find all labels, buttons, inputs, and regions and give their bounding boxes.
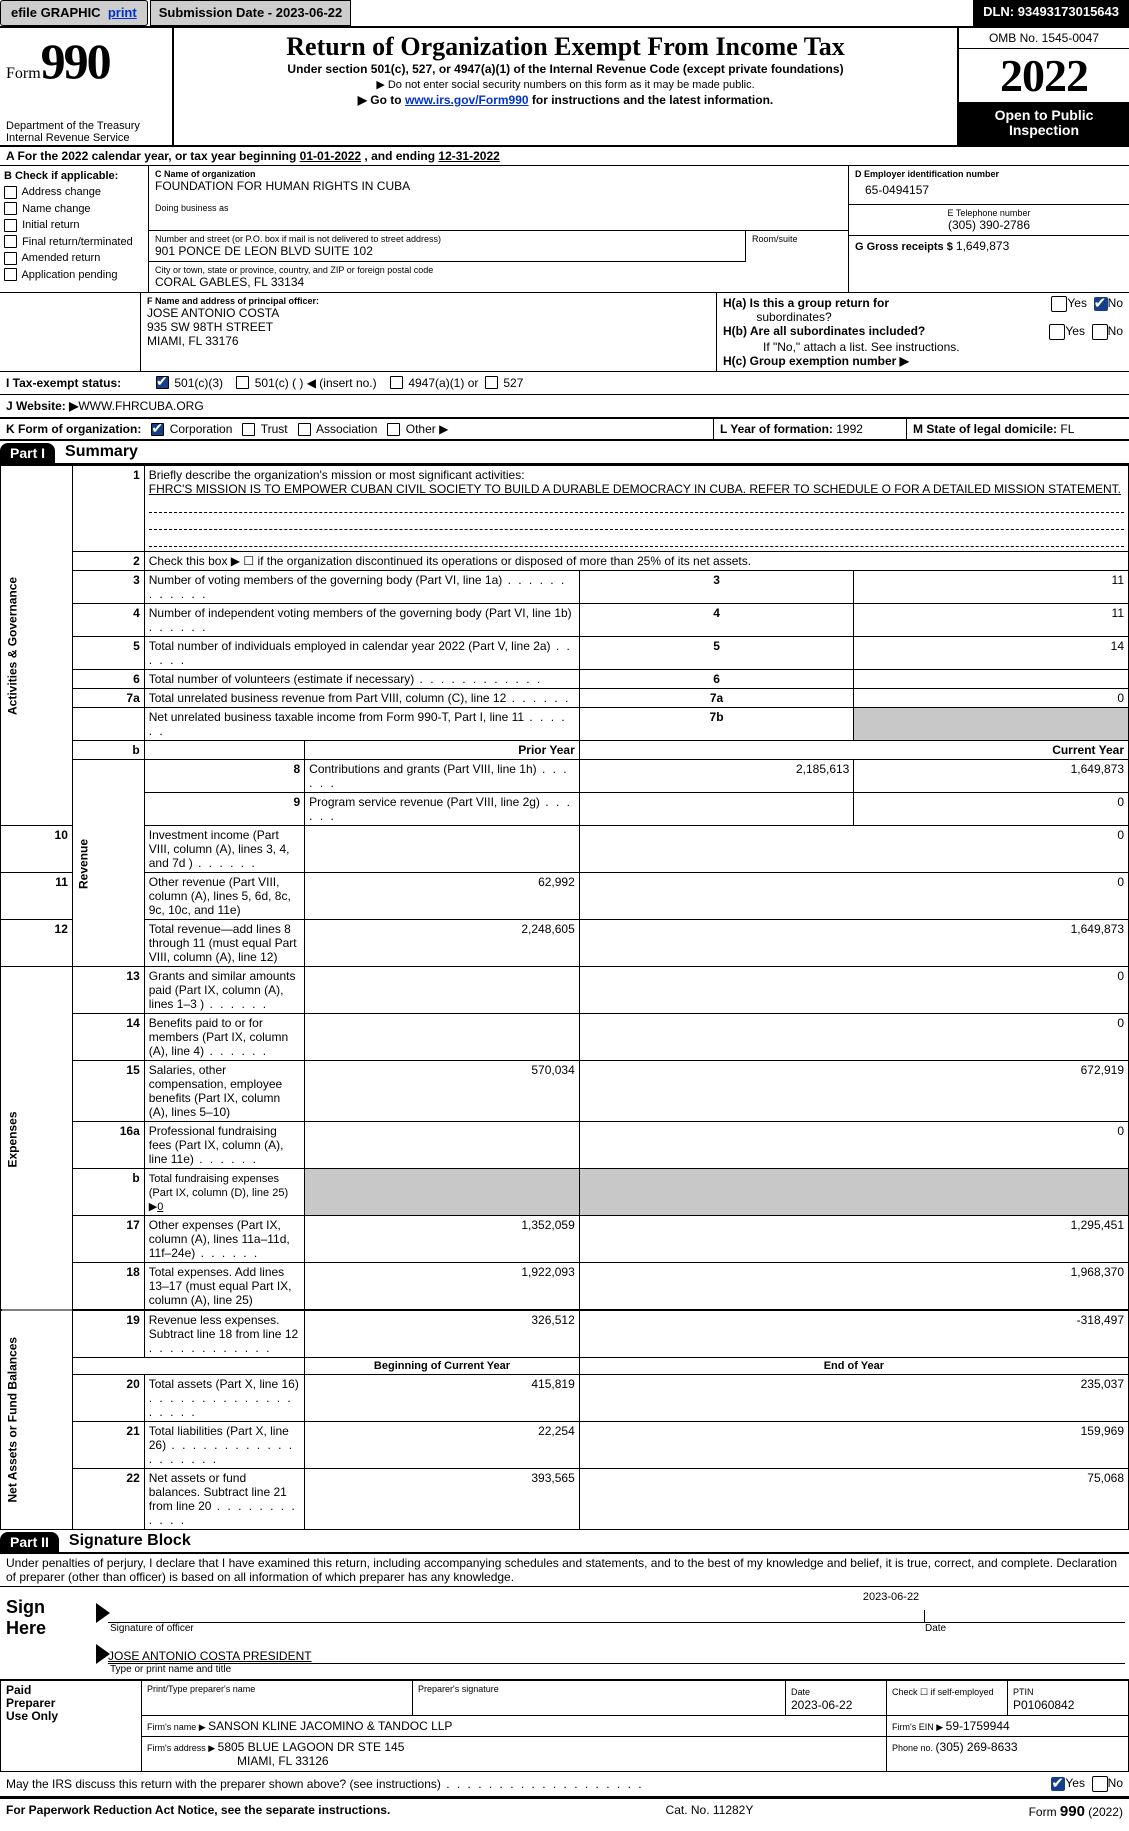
cb-initial-return[interactable] [4, 219, 17, 232]
form-note-2: ▶ Go to www.irs.gov/Form990 for instruct… [180, 93, 951, 107]
city-state-zip: CORAL GABLES, FL 33134 [155, 275, 842, 289]
line-k: K Form of organization: Corporation Trus… [0, 419, 713, 439]
cb-trust[interactable] [242, 423, 255, 436]
ein: 65-0494157 [855, 179, 1123, 201]
form-note-1: ▶ Do not enter social security numbers o… [180, 78, 951, 91]
line-l: L Year of formation: 1992 [713, 419, 906, 439]
cb-4947[interactable] [390, 376, 403, 389]
side-revenue: Revenue [72, 760, 144, 967]
cb-final-return[interactable] [4, 235, 17, 248]
street-address: 901 PONCE DE LEON BLVD SUITE 102 [155, 244, 739, 258]
open-to-public: Open to PublicInspection [959, 102, 1129, 145]
line-m: M State of legal domicile: FL [906, 419, 1129, 439]
dln-box: DLN: 93493173015643 [973, 0, 1129, 26]
section-f: F Name and address of principal officer:… [141, 293, 717, 371]
section-c: C Name of organization FOUNDATION FOR HU… [149, 166, 849, 292]
section-h: H(a) Is this a group return for subordin… [717, 293, 1129, 371]
ha-no[interactable] [1094, 297, 1108, 311]
cb-501c[interactable] [236, 376, 249, 389]
ptin: P01060842 [1013, 1698, 1074, 1712]
gross-receipts: 1,649,873 [956, 239, 1009, 253]
omb-number: OMB No. 1545-0047 [959, 28, 1129, 49]
cb-address-change[interactable] [4, 186, 17, 199]
page-footer: For Paperwork Reduction Act Notice, see … [0, 1798, 1129, 1824]
cb-amended[interactable] [4, 252, 17, 265]
firm-name: SANSON KLINE JACOMINO & TANDOC LLP [208, 1719, 452, 1733]
firm-address: 5805 BLUE LAGOON DR STE 145 [218, 1740, 405, 1754]
form-title: Return of Organization Exempt From Incom… [180, 32, 951, 62]
side-expenses: Expenses [1, 967, 73, 1311]
line-j-label: J Website: ▶ [6, 399, 78, 413]
discuss-no[interactable] [1092, 1776, 1108, 1792]
paid-preparer-table: PaidPreparerUse Only Print/Type preparer… [0, 1680, 1129, 1772]
officer-name: JOSE ANTONIO COSTA [147, 306, 710, 320]
section-d-e-g: D Employer identification number 65-0494… [849, 166, 1129, 292]
discuss-yes[interactable] [1051, 1777, 1065, 1791]
firm-phone: (305) 269-8633 [936, 1740, 1018, 1754]
hb-yes[interactable] [1049, 324, 1065, 340]
form-header: Form990 Department of the Treasury Inter… [0, 28, 1129, 147]
part-1-header: Part I Summary [0, 441, 1129, 465]
cb-name-change[interactable] [4, 202, 17, 215]
efile-button[interactable]: efile GRAPHIC print [0, 0, 148, 26]
may-discuss: May the IRS discuss this return with the… [6, 1777, 644, 1791]
cb-assoc[interactable] [298, 423, 311, 436]
tax-year: 2022 [959, 49, 1129, 102]
hb-no[interactable] [1092, 324, 1108, 340]
cb-corp[interactable] [151, 423, 164, 436]
part-2-header: Part II Signature Block [0, 1530, 1129, 1554]
side-netassets: Net Assets or Fund Balances [1, 1310, 73, 1530]
print-link[interactable]: print [108, 5, 137, 20]
form-990-page: efile GRAPHIC print Submission Date - 20… [0, 0, 1129, 1824]
summary-table: Activities & Governance 1 Briefly descri… [0, 465, 1129, 1530]
paid-preparer-label: PaidPreparerUse Only [1, 1681, 142, 1772]
side-activities: Activities & Governance [1, 466, 73, 826]
line-a: A For the 2022 calendar year, or tax yea… [0, 147, 1129, 166]
form-number: Form990 [6, 32, 166, 90]
org-name: FOUNDATION FOR HUMAN RIGHTS IN CUBA [155, 179, 842, 193]
form-subtitle: Under section 501(c), 527, or 4947(a)(1)… [180, 62, 951, 76]
line-i-label: I Tax-exempt status: [6, 376, 156, 390]
mission-statement: FHRC'S MISSION IS TO EMPOWER CUBAN CIVIL… [149, 482, 1121, 496]
website: WWW.FHRCUBA.ORG [78, 399, 203, 413]
cb-other[interactable] [387, 423, 400, 436]
ha-yes[interactable] [1051, 296, 1067, 312]
telephone: (305) 390-2786 [855, 218, 1123, 232]
firm-ein: 59-1759944 [946, 1719, 1010, 1733]
cb-501c3[interactable] [156, 376, 169, 389]
cb-app-pending[interactable] [4, 268, 17, 281]
sign-here-label: SignHere [0, 1587, 92, 1679]
dept-label: Department of the Treasury [6, 120, 166, 132]
section-b: B Check if applicable: Address change Na… [0, 166, 149, 292]
entity-block: B Check if applicable: Address change Na… [0, 166, 1129, 293]
officer-signature-name: JOSE ANTONIO COSTA PRESIDENT [108, 1649, 1125, 1664]
submission-date-box: Submission Date - 2023-06-22 [150, 0, 352, 26]
perjury-declaration: Under penalties of perjury, I declare th… [0, 1554, 1129, 1587]
cb-527[interactable] [485, 376, 498, 389]
irs-link[interactable]: www.irs.gov/Form990 [405, 93, 529, 107]
irs-label: Internal Revenue Service [6, 132, 166, 144]
top-toolbar: efile GRAPHIC print Submission Date - 20… [0, 0, 1129, 28]
